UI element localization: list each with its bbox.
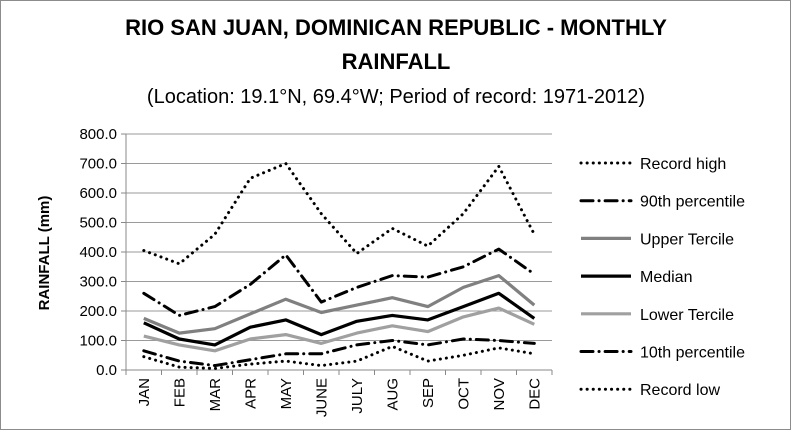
y-tick-label: 300.0 [79, 274, 117, 291]
series-line-record-high [142, 162, 536, 266]
y-axis-title: RAINFALL (mm) [36, 196, 53, 311]
y-tick-label: 700.0 [79, 156, 117, 173]
series-line-10th-percentile [142, 337, 536, 368]
x-tick-label: DEC [526, 378, 543, 410]
x-axis-ticks: JAN FEB MAR APR MAY JUNE JULY AUG SEP OCT NOV DEC [136, 378, 544, 417]
legend-item-lower-tercile: Lower Tercile [581, 307, 734, 324]
series-line-lower-tercile [143, 306, 535, 353]
chart-title-line-1: RIO SAN JUAN, DOMINICAN REPUBLIC - MONTH… [125, 15, 667, 40]
x-tick-label: APR [242, 378, 259, 409]
legend-label: Record low [640, 382, 720, 399]
x-tick-label: FEB [171, 378, 188, 407]
data-series [142, 162, 536, 370]
y-tick-label: 500.0 [79, 215, 117, 232]
legend-item-10th-percentile: 10th percentile [579, 345, 745, 362]
series-line-90th-percentile [142, 247, 536, 317]
legend-label: 10th percentile [640, 345, 745, 362]
x-tick-label: JAN [136, 378, 153, 406]
y-tick-label: 400.0 [79, 244, 117, 261]
x-tick-label: JUNE [313, 378, 330, 417]
legend-label: Upper Tercile [640, 231, 734, 248]
legend-item-record-high: Record high [579, 156, 726, 173]
x-tick-label: MAY [278, 378, 295, 409]
x-tick-label: NOV [491, 378, 508, 411]
axes [121, 133, 553, 375]
legend-item-median: Median [581, 269, 692, 286]
x-tick-label: MAR [207, 378, 224, 412]
chart-title-line-2: RAINFALL [342, 49, 451, 74]
y-axis-ticks: 0.0 100.0 200.0 300.0 400.0 500.0 600.0 700.0 80… [79, 126, 117, 379]
legend-item-90th-percentile: 90th percentile [579, 194, 745, 211]
legend-label: Median [640, 269, 692, 286]
y-tick-label: 100.0 [79, 333, 117, 350]
x-tick-label: JULY [349, 378, 366, 414]
y-tick-label: 0.0 [96, 362, 117, 379]
legend-label: Record high [640, 156, 726, 173]
legend-label: 90th percentile [640, 194, 745, 211]
x-tick-label: SEP [420, 378, 437, 408]
y-tick-label: 600.0 [79, 185, 117, 202]
series-line-record-low [142, 344, 536, 370]
series-line-upper-tercile [143, 274, 536, 335]
y-tick-label: 200.0 [79, 303, 117, 320]
chart-subtitle: (Location: 19.1°N, 69.4°W; Period of rec… [147, 86, 645, 108]
legend-item-record-low: Record low [579, 382, 720, 399]
x-tick-label: OCT [455, 378, 472, 410]
legend-item-upper-tercile: Upper Tercile [581, 231, 734, 248]
legend-label: Lower Tercile [640, 307, 734, 324]
series-line-median [143, 291, 536, 347]
x-tick-label: AUG [384, 378, 401, 411]
legend: Record high 90th percentile Upper Tercile M… [579, 156, 745, 399]
y-tick-label: 800.0 [79, 126, 117, 143]
